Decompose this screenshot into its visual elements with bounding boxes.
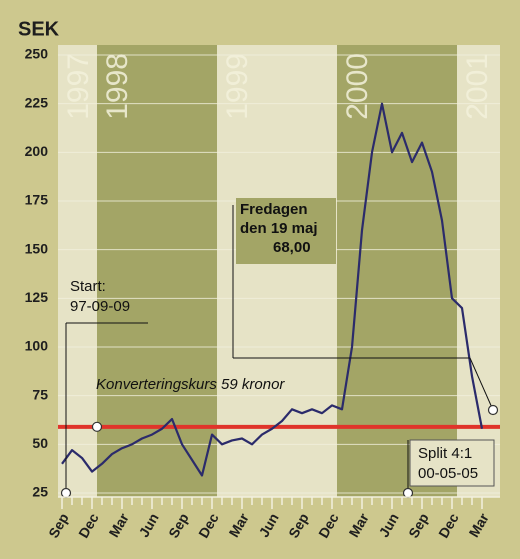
note-box [409,439,495,487]
annotation: 97-09-09 [70,298,130,315]
y-tick-label: 100 [25,338,49,354]
year-band [457,45,500,497]
marker [487,404,499,416]
annotation: den 19 maj [240,220,318,237]
y-tick-label: 200 [25,143,49,159]
year-label: 1997 [62,53,95,120]
y-tick-label: 25 [32,484,48,500]
price-line [61,102,484,477]
annotation: Start: [70,278,106,295]
year-band [217,45,337,497]
y-axis-label: SEK [18,18,60,40]
note-box [236,198,336,264]
y-tick-label: 75 [32,386,48,402]
y-tick-label: 225 [25,94,49,110]
year-label: 1999 [221,53,254,120]
annotation: 00-05-05 [418,465,478,482]
marker [60,487,72,499]
annotation: Fredagen [240,201,308,218]
annotation: Split 4:1 [418,445,472,462]
y-tick-label: 175 [25,192,49,208]
y-tick-label: 50 [32,435,48,451]
leader [469,357,494,411]
year-label: 2001 [461,53,494,120]
y-tick-label: 250 [25,46,49,62]
marker [91,421,103,432]
year-label: 2000 [341,53,374,120]
y-tick-label: 125 [25,289,49,305]
marker [402,487,414,499]
y-tick-label: 150 [25,240,49,256]
year-label: 1998 [101,53,134,120]
year-band [97,45,217,497]
annotation: 68,00 [273,239,311,256]
year-band [58,45,97,497]
year-band [337,45,457,497]
reference-label: Konverteringskurs 59 kronor [96,376,285,393]
